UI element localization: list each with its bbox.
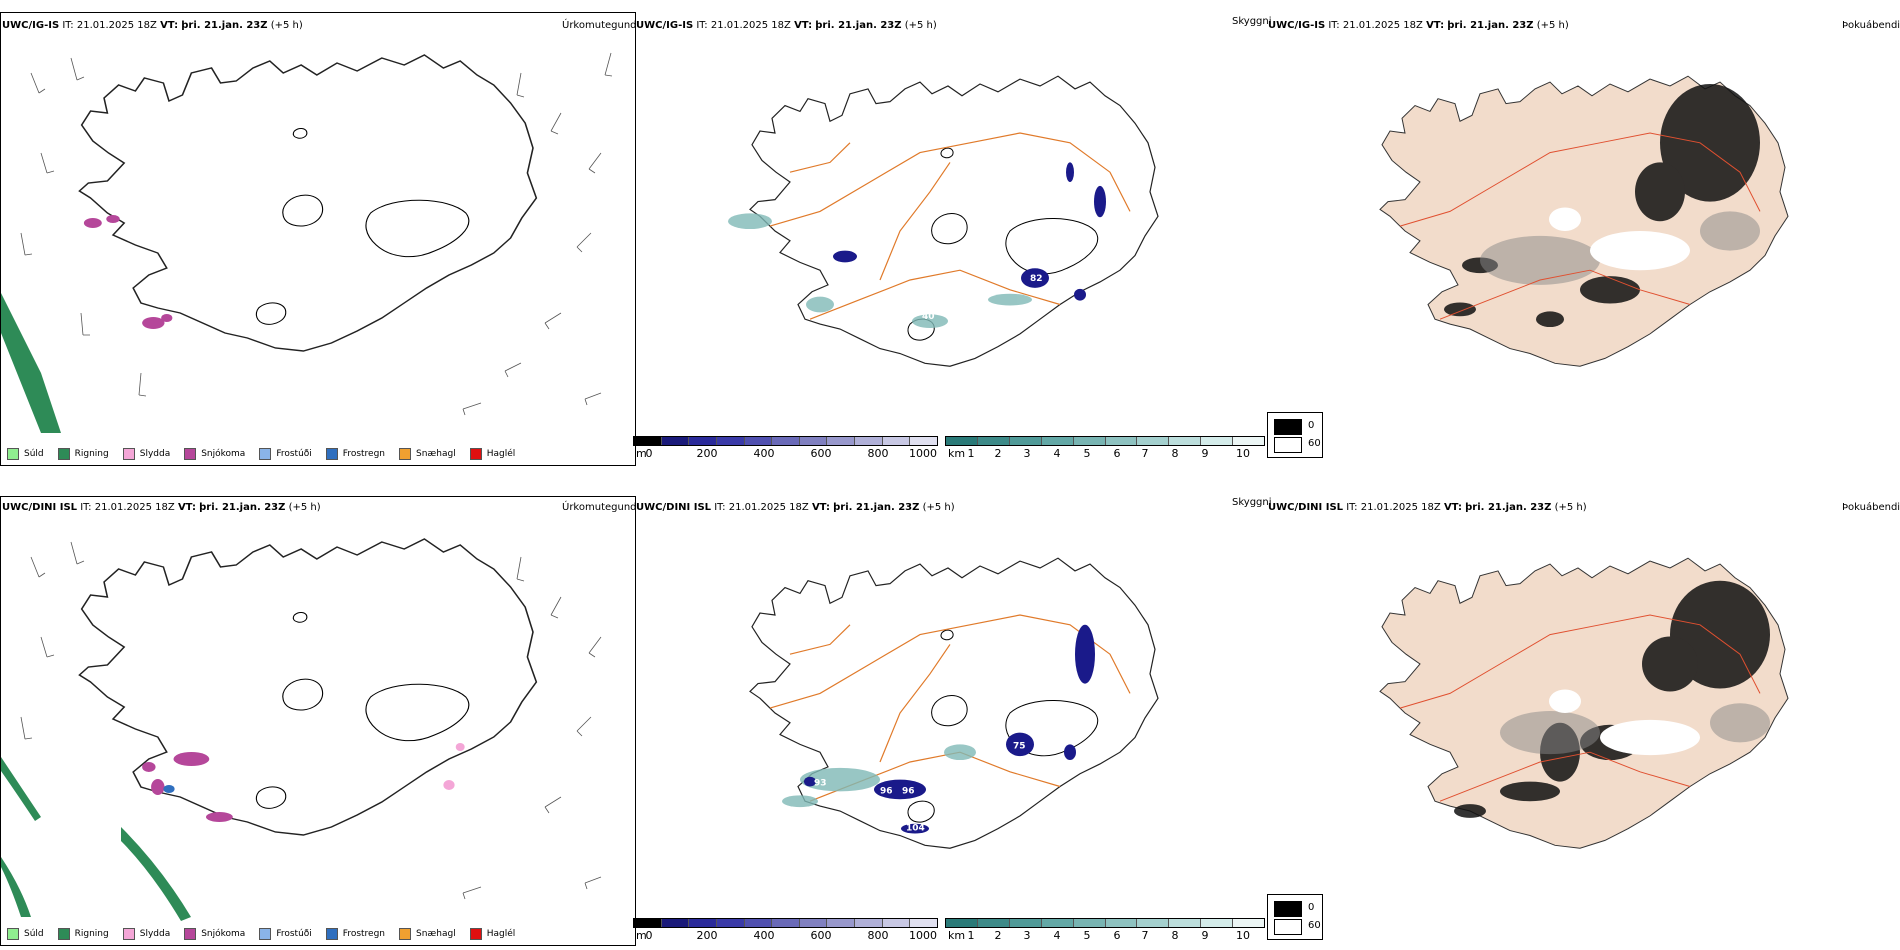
precip-title-row2: Úrkomutegund (562, 502, 637, 513)
visibility-strip (945, 436, 1265, 446)
snow-areas (142, 752, 233, 822)
visibility-title-row2: Skyggni (1232, 497, 1272, 508)
fog-map-row1 (1379, 75, 1789, 367)
map-value-label: 20 (942, 340, 955, 350)
precip-map-row1 (1, 52, 613, 433)
fog-roads (1399, 132, 1761, 320)
visibility-map-row1: 82 16 10 40 20 (728, 75, 1159, 367)
wind-barbs (20, 541, 602, 900)
legend-item: Snjókoma (184, 448, 245, 460)
fog-roads (1399, 614, 1761, 802)
legend-item: Haglél (469, 448, 515, 460)
legend-item: Súld (7, 448, 44, 460)
fog-dark-areas (1454, 580, 1770, 818)
header-visibility-row1: UWC/IG-IS IT: 21.01.2025 18Z VT: þri. 21… (636, 20, 937, 31)
precip-panel-row2: Súld Rigning Slydda Snjókoma Frostúði Fr… (0, 496, 636, 946)
visibility-colorbar-row1: km 1 2 3 4 5 6 7 8 9 10 (945, 436, 1265, 460)
visibility-areas (728, 213, 1032, 329)
legend-item: Frostregn (325, 928, 385, 940)
legend-item: Rigning (57, 448, 109, 460)
header-precip-row2: UWC/DINI ISL IT: 21.01.2025 18Z VT: þri.… (2, 502, 321, 513)
legend-item: Frostregn (325, 448, 385, 460)
legend-item: Súld (7, 928, 44, 940)
cloudbase-colorbar-row2: m 0 200 400 600 800 1000 (633, 918, 938, 942)
map-value-label: 10 (858, 250, 871, 260)
map-value-label: 96 (902, 786, 915, 796)
snow-areas (83, 215, 173, 329)
visibility-areas (782, 744, 976, 808)
header-visibility-row2: UWC/DINI ISL IT: 21.01.2025 18Z VT: þri.… (636, 502, 955, 513)
map-value-label: 96 (880, 786, 893, 796)
legend-item: Rigning (57, 928, 109, 940)
low-cloud-areas (804, 624, 1095, 834)
roads (769, 132, 1131, 320)
legend-item: Slydda (122, 928, 170, 940)
precip-title-row1: Úrkomutegund (562, 20, 637, 31)
visibility-colorbar-row2: km 1 2 3 4 5 6 7 8 9 10 (945, 918, 1265, 942)
legend-item: Haglél (469, 928, 515, 940)
fog-legend-row2: 0 60 (1267, 894, 1323, 940)
header-fog-row2: UWC/DINI ISL IT: 21.01.2025 18Z VT: þri.… (1268, 502, 1587, 513)
cloudbase-strip (633, 918, 938, 928)
fog-legend-row1: 0 60 (1267, 412, 1323, 458)
map-value-label: 16 (838, 316, 851, 326)
wind-barbs (20, 52, 613, 416)
map-value-label: 82 (1030, 274, 1043, 284)
cloudbase-colorbar-row1: m 0 200 400 600 800 1000 (633, 436, 938, 460)
cloudbase-strip (633, 436, 938, 446)
precip-legend-row1: Súld Rigning Slydda Snjókoma Frostúði Fr… (7, 445, 529, 463)
precip-map-row2 (1, 538, 602, 921)
header-fog-row1: UWC/IG-IS IT: 21.01.2025 18Z VT: þri. 21… (1268, 20, 1569, 31)
rain-area (1, 293, 61, 433)
precip-legend-row2: Súld Rigning Slydda Snjókoma Frostúði Fr… (7, 925, 529, 943)
fog-map-row2 (1379, 557, 1789, 849)
legend-item: Slydda (122, 448, 170, 460)
legend-item: Snæhagl (399, 448, 456, 460)
map-value-label: 75 (1013, 741, 1026, 751)
legend-item: Frostúði (259, 928, 312, 940)
visibility-map-row2: 75 96 96 104 93 (749, 557, 1159, 849)
precip-panel-row1: Súld Rigning Slydda Snjókoma Frostúði Fr… (0, 12, 636, 466)
legend-item: Snæhagl (399, 928, 456, 940)
fog-title-row2: Þokuábendi (1842, 502, 1900, 513)
low-cloud-areas (833, 162, 1106, 301)
map-value-label: 93 (814, 779, 827, 789)
visibility-title-row1: Skyggni (1232, 16, 1272, 27)
legend-item: Frostúði (259, 448, 312, 460)
header-precip-row1: UWC/IG-IS IT: 21.01.2025 18Z VT: þri. 21… (2, 20, 303, 31)
fog-title-row1: Þokuábendi (1842, 20, 1900, 31)
rain-areas (1, 757, 191, 921)
legend-item: Snjókoma (184, 928, 245, 940)
map-value-label: 104 (906, 824, 925, 834)
map-value-label: 40 (922, 312, 935, 322)
visibility-strip (945, 918, 1265, 928)
fog-dark-areas (1444, 84, 1760, 328)
